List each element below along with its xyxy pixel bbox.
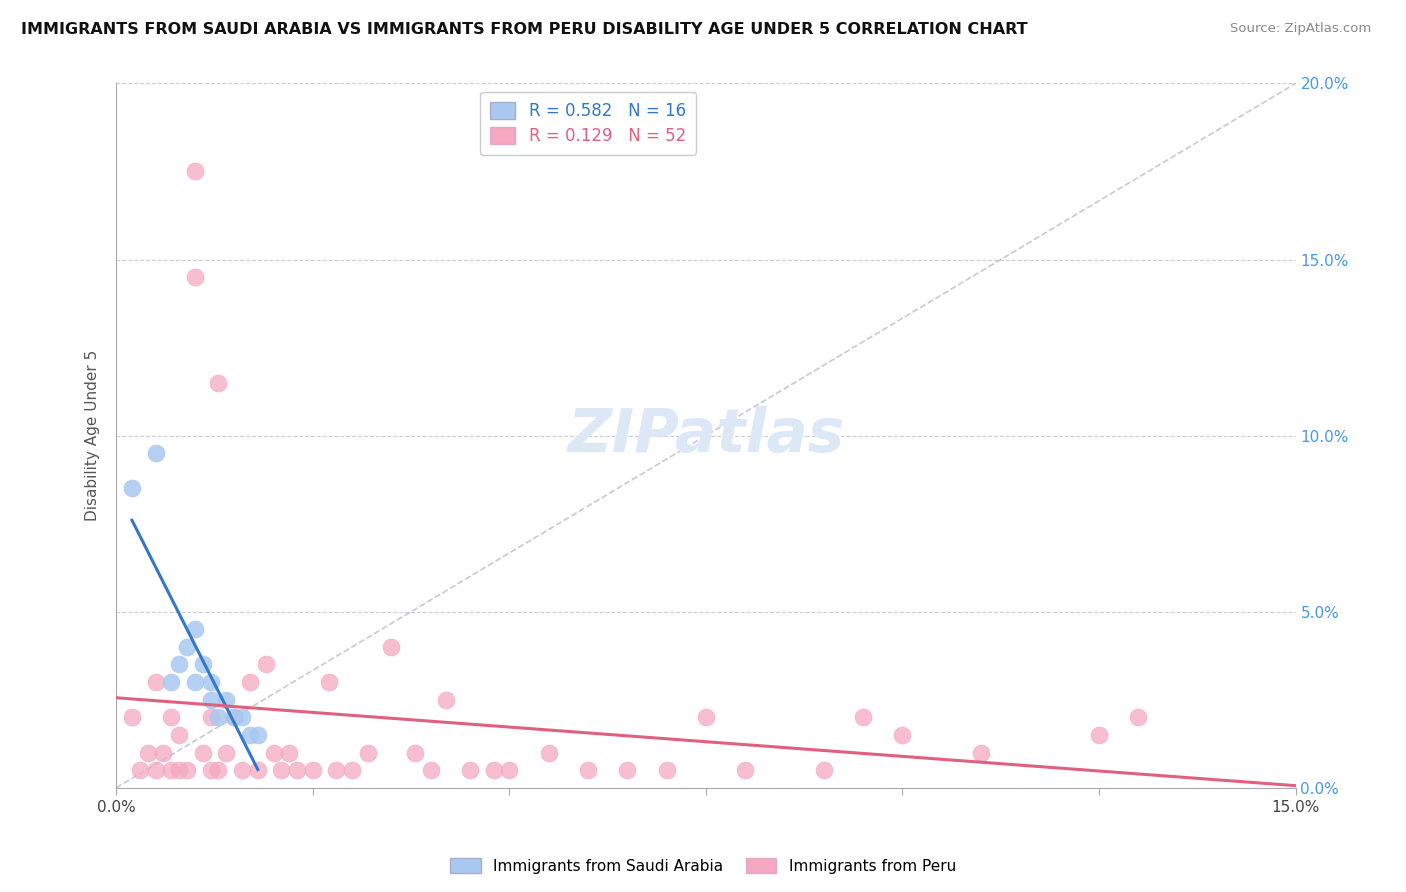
Point (458, 763, 481, 777)
Point (576, 763, 599, 777)
Point (436, 692, 458, 706)
Point (207, 710, 229, 724)
Point (891, 728, 914, 742)
Point (160, 710, 183, 724)
Point (136, 746, 159, 760)
Point (200, 710, 222, 724)
Point (813, 763, 835, 777)
Point (852, 710, 875, 724)
Point (207, 763, 229, 777)
Point (263, 746, 285, 760)
Point (246, 728, 269, 742)
Legend: R = 0.582   N = 16, R = 0.129   N = 52: R = 0.582 N = 16, R = 0.129 N = 52 (481, 92, 696, 155)
Point (1128, 710, 1150, 724)
Point (184, 164, 207, 178)
Point (357, 746, 380, 760)
Point (695, 710, 717, 724)
Point (482, 763, 505, 777)
Point (160, 675, 183, 690)
Point (176, 763, 198, 777)
Point (325, 763, 347, 777)
Point (167, 657, 190, 672)
Point (404, 746, 426, 760)
Point (380, 640, 402, 654)
Point (215, 692, 238, 706)
Point (231, 710, 253, 724)
Point (231, 763, 253, 777)
Text: IMMIGRANTS FROM SAUDI ARABIA VS IMMIGRANTS FROM PERU DISABILITY AGE UNDER 5 CORR: IMMIGRANTS FROM SAUDI ARABIA VS IMMIGRAN… (21, 22, 1028, 37)
Point (145, 675, 167, 690)
Point (191, 657, 214, 672)
Point (239, 675, 262, 690)
Point (655, 763, 678, 777)
Point (239, 728, 262, 742)
Point (254, 657, 277, 672)
Point (121, 482, 143, 496)
Point (340, 763, 363, 777)
Point (270, 763, 292, 777)
Point (121, 710, 143, 724)
Point (160, 763, 183, 777)
Legend: Immigrants from Saudi Arabia, Immigrants from Peru: Immigrants from Saudi Arabia, Immigrants… (444, 852, 962, 880)
Point (224, 710, 246, 724)
Point (191, 746, 214, 760)
Point (616, 763, 638, 777)
Point (152, 746, 174, 760)
Point (224, 710, 246, 724)
Point (200, 763, 222, 777)
Point (970, 746, 993, 760)
Point (145, 763, 167, 777)
Point (285, 763, 308, 777)
Point (184, 270, 207, 285)
Point (200, 675, 222, 690)
Point (184, 675, 207, 690)
Point (734, 763, 756, 777)
Point (128, 763, 150, 777)
Point (145, 446, 167, 460)
Point (167, 763, 190, 777)
Point (498, 763, 520, 777)
Point (318, 675, 340, 690)
Text: Source: ZipAtlas.com: Source: ZipAtlas.com (1230, 22, 1371, 36)
Point (278, 746, 301, 760)
Y-axis label: Disability Age Under 5: Disability Age Under 5 (86, 350, 100, 521)
Point (184, 622, 207, 636)
Point (419, 763, 441, 777)
Point (176, 640, 198, 654)
Point (537, 746, 560, 760)
Point (167, 728, 190, 742)
Point (1088, 728, 1111, 742)
Point (207, 376, 229, 390)
Point (301, 763, 323, 777)
Text: ZIPatlas: ZIPatlas (568, 406, 845, 465)
Point (215, 746, 238, 760)
Point (200, 692, 222, 706)
Point (246, 763, 269, 777)
